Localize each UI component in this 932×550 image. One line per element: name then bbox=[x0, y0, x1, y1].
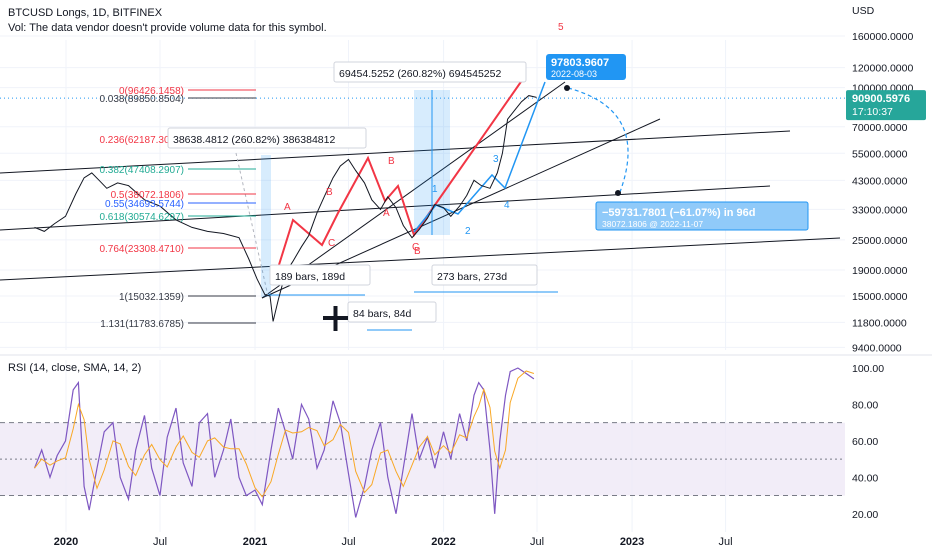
measure-top-label: 69454.5252 (260.82%) 694545252 bbox=[339, 68, 501, 80]
peak-price-label: 97803.9607 bbox=[551, 57, 609, 69]
abc-wave-path bbox=[277, 75, 526, 269]
rsi-series-line bbox=[33, 367, 535, 518]
fib-level-label: 0.382(47408.2907) bbox=[99, 165, 184, 176]
fib-level-label: 0(96426.1458) bbox=[119, 86, 184, 97]
bars-273-label: 273 bars, 273d bbox=[437, 271, 507, 283]
price-tick-label: 120000.0000 bbox=[852, 63, 913, 75]
fib-level-label: 0.236(62187.3023) bbox=[99, 135, 184, 146]
price-axis-unit: USD bbox=[852, 5, 875, 17]
time-tick-label: Jul bbox=[341, 536, 355, 548]
peak-date-label: 2022-08-03 bbox=[551, 69, 597, 79]
fib-layer: 0(96426.1458)0.038(89850.8504) 0.236(6218… bbox=[99, 86, 256, 330]
fib-level-label: 0.764(23308.4710) bbox=[99, 244, 184, 255]
target-badge bbox=[595, 201, 809, 231]
rsi-title: RSI (14, close, SMA, 14, 2) bbox=[8, 362, 141, 374]
rsi-layer bbox=[0, 367, 845, 518]
time-tick-label: 2020 bbox=[54, 536, 78, 548]
bars-84-label-box bbox=[347, 301, 437, 323]
bars-84-label: 84 bars, 84d bbox=[353, 308, 412, 320]
measure-top-label-box bbox=[333, 61, 527, 83]
peak-badge bbox=[546, 54, 626, 80]
projection-start-point bbox=[564, 85, 570, 91]
time-tick-label: Jul bbox=[530, 536, 544, 548]
price-series-line bbox=[34, 95, 537, 322]
target-sub-label: 38072.1806 @ 2022-11-07 bbox=[602, 219, 703, 229]
rsi-sma-line bbox=[34, 370, 535, 498]
trend-line bbox=[235, 152, 269, 297]
wave-label: C bbox=[328, 238, 335, 249]
price-tick-label: 9400.0000 bbox=[852, 342, 902, 354]
projection-end-point bbox=[615, 190, 621, 196]
fib-level-label: 0.5(38072.1806) bbox=[111, 190, 184, 201]
trend-line bbox=[0, 185, 771, 231]
price-tick-label: 55000.0000 bbox=[852, 148, 908, 160]
bars-189-label: 189 bars, 189d bbox=[275, 271, 345, 283]
measure-mid-label-box bbox=[167, 127, 367, 149]
current-price-value: 90900.5976 bbox=[852, 93, 910, 105]
bars-273-label-box bbox=[431, 264, 538, 286]
price-tick-label: 15000.0000 bbox=[852, 291, 908, 303]
current-price-badge bbox=[846, 90, 926, 121]
trend-line bbox=[0, 130, 791, 174]
drawing-layer bbox=[0, 75, 841, 331]
price-layer bbox=[34, 95, 537, 322]
time-axis[interactable]: 2020 Jul 2021 Jul 2022 Jul 2023 Jul bbox=[54, 536, 733, 548]
wave-label: A bbox=[284, 202, 291, 213]
time-tick-label: 2022 bbox=[431, 536, 455, 548]
time-tick-label: Jul bbox=[719, 536, 733, 548]
fib-level-label: 1(15032.1359) bbox=[119, 292, 184, 303]
fib-level-label: 1.131(11783.6785) bbox=[100, 319, 184, 330]
price-tick-label: 160000.0000 bbox=[852, 31, 913, 43]
countdown-timer: 17:10:37 bbox=[852, 106, 893, 118]
wave-label: 4 bbox=[504, 200, 510, 211]
time-tick-label: 2023 bbox=[620, 536, 644, 548]
crosshair-cursor-icon bbox=[323, 306, 348, 331]
wave-label: B bbox=[414, 246, 421, 257]
wave-label: C bbox=[412, 242, 419, 253]
rsi-tick-label: 20.00 bbox=[852, 509, 878, 521]
rsi-tick-label: 80.00 bbox=[852, 399, 878, 411]
volume-note: Vol: The data vendor doesn't provide vol… bbox=[8, 22, 327, 34]
rsi-tick-label: 100.00 bbox=[852, 363, 884, 375]
measure-mid-label: 38638.4812 (260.82%) 386384812 bbox=[173, 134, 335, 146]
wave-label: A bbox=[383, 208, 390, 219]
wave-label: 1 bbox=[432, 184, 438, 195]
price-axis[interactable]: USD 160000.0000120000.0000100000.0000700… bbox=[846, 5, 926, 521]
bars-189-label-box bbox=[269, 264, 371, 286]
target-change-label: −59731.7801 (−61.07%) in 96d bbox=[602, 207, 756, 219]
wave-label: 2 bbox=[465, 226, 471, 237]
trend-line bbox=[261, 81, 566, 299]
wave-label: 5 bbox=[558, 22, 564, 33]
fib-level-label: 0.618(30574.6297) bbox=[99, 212, 184, 223]
wave-label: B bbox=[388, 156, 395, 167]
price-tick-label: 11800.0000 bbox=[852, 317, 907, 329]
price-tick-label: 25000.0000 bbox=[852, 235, 908, 247]
chart-title: BTCUSD Longs, 1D, BITFINEX bbox=[8, 7, 163, 19]
wave-label: 3 bbox=[493, 154, 499, 165]
time-tick-label: 2021 bbox=[243, 536, 267, 548]
rsi-tick-label: 60.00 bbox=[852, 436, 878, 448]
price-tick-label: 43000.0000 bbox=[852, 175, 908, 187]
fib-level-label: 0.038(89850.8504) bbox=[99, 94, 184, 105]
time-tick-label: Jul bbox=[153, 536, 167, 548]
price-tick-label: 70000.0000 bbox=[852, 122, 908, 134]
measure-box bbox=[261, 155, 271, 297]
fib-level-label: 0.55(34693.5744) bbox=[105, 199, 184, 210]
wave-label: B bbox=[326, 187, 333, 198]
price-tick-label: 19000.0000 bbox=[852, 265, 908, 277]
price-tick-label: 33000.0000 bbox=[852, 204, 908, 216]
rsi-tick-label: 40.00 bbox=[852, 472, 878, 484]
trend-line bbox=[0, 237, 841, 281]
annotation-layer: 69454.5252 (260.82%) 694545252 38638.4812… bbox=[167, 22, 809, 323]
